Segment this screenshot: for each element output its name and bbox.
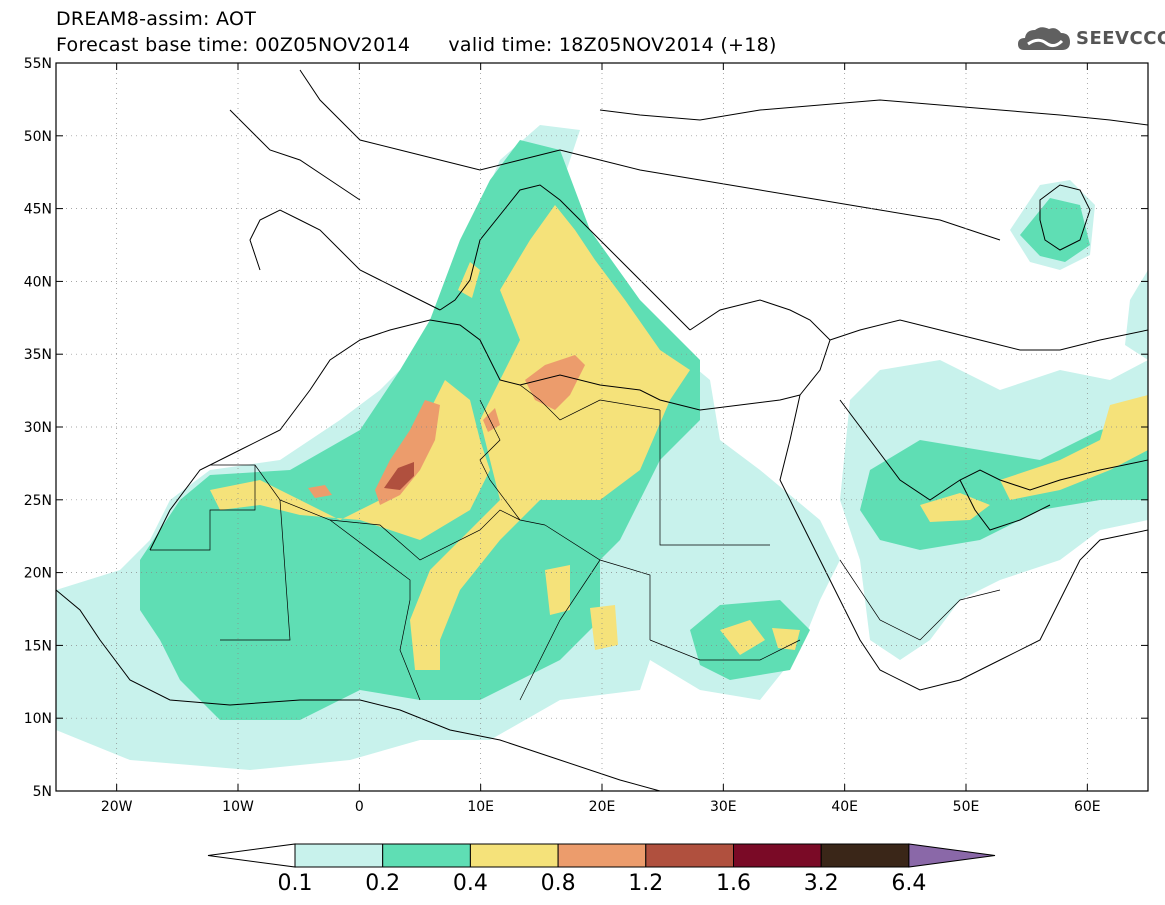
lon-tick-label: 40E xyxy=(831,799,858,815)
colorbar-label: 1.2 xyxy=(628,871,664,896)
lat-tick-label: 45N xyxy=(24,202,52,218)
colorbar-swatch xyxy=(645,843,734,868)
country-borders xyxy=(150,384,1001,701)
coastlines xyxy=(56,69,1148,791)
cloud-icon xyxy=(1018,27,1070,50)
lat-tick-label: 35N xyxy=(24,347,52,363)
colorbar-arrow-right xyxy=(908,843,996,868)
colorbar-label: 0.4 xyxy=(452,871,488,896)
lat-tick-label: 30N xyxy=(24,420,52,436)
lon-tick-label: 20W xyxy=(101,799,133,815)
lat-tick-label: 5N xyxy=(33,784,52,800)
lon-tick-label: 0 xyxy=(355,799,364,815)
colorbar-label: 3.2 xyxy=(803,871,839,896)
axis-ticks: 20W 10W 0 10E 20E 30E 40E 50E 60E 5N 10N 15N 20N 25N 3… xyxy=(24,56,1148,815)
colorbar-swatch xyxy=(820,843,910,868)
lon-tick-label: 10E xyxy=(467,799,494,815)
colorbar-swatch xyxy=(294,843,384,868)
colorbar-label: 1.6 xyxy=(716,871,751,896)
logo-text: SEEVCCC xyxy=(1076,28,1165,49)
lon-tick-label: 50E xyxy=(953,799,980,815)
colorbar xyxy=(207,843,996,868)
lat-tick-label: 25N xyxy=(24,493,52,509)
lon-tick-label: 10W xyxy=(222,799,254,815)
colorbar-label: 6.4 xyxy=(891,871,927,896)
lon-tick-label: 20E xyxy=(589,799,616,815)
colorbar-swatch xyxy=(382,843,471,868)
lat-tick-label: 40N xyxy=(24,274,52,290)
colorbar-swatch xyxy=(733,843,822,868)
lat-tick-label: 55N xyxy=(24,56,52,72)
chart-subtitle: Forecast base time: 00Z05NOV2014 valid t… xyxy=(56,34,777,56)
valid-time: valid time: 18Z05NOV2014 (+18) xyxy=(448,34,777,56)
lat-tick-label: 20N xyxy=(24,566,52,582)
colorbar-swatch xyxy=(469,843,559,868)
colorbar-swatch xyxy=(557,843,647,868)
colorbar-label: 0.1 xyxy=(277,871,313,896)
colorbar-label: 0.8 xyxy=(540,871,576,896)
lon-tick-label: 60E xyxy=(1074,799,1101,815)
seevccc-logo: SEEVCCC xyxy=(1016,20,1165,58)
colorbar-label: 0.2 xyxy=(365,871,401,896)
aot-contours xyxy=(56,125,1148,770)
lat-tick-label: 10N xyxy=(24,711,52,727)
grid-lines xyxy=(56,63,1148,791)
lat-tick-label: 15N xyxy=(24,638,52,654)
lon-tick-label: 30E xyxy=(710,799,737,815)
lat-tick-label: 50N xyxy=(24,129,52,145)
chart-title: DREAM8-assim: AOT xyxy=(56,8,257,30)
colorbar-arrow-left xyxy=(207,843,296,868)
base-time: Forecast base time: 00Z05NOV2014 xyxy=(56,34,411,56)
